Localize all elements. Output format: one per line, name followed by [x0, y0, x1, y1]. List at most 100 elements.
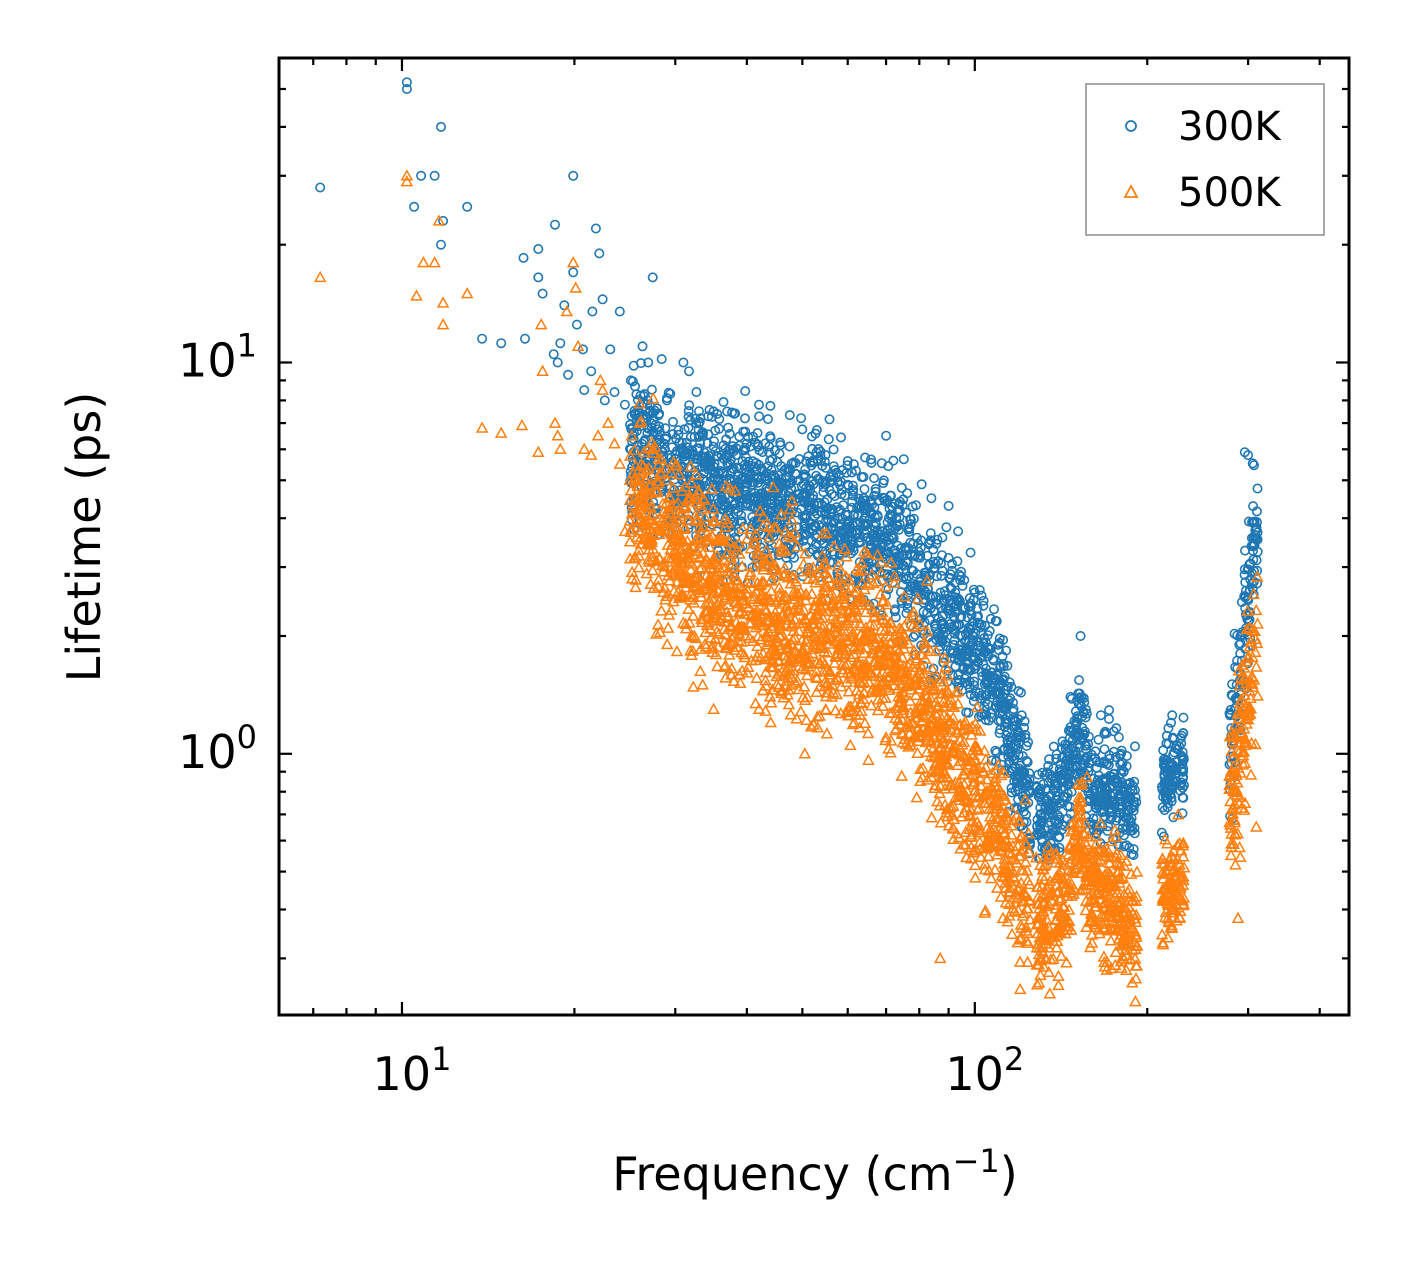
data-point-500k	[808, 630, 822, 642]
data-point-300k	[697, 451, 708, 462]
data-point-300k	[710, 467, 721, 478]
data-point-500k	[875, 555, 888, 567]
data-point-500k	[1090, 896, 1103, 908]
data-point-500k	[764, 574, 777, 586]
data-point-300k	[991, 747, 1002, 758]
data-point-500k	[1071, 797, 1085, 810]
data-point-500k	[681, 550, 694, 563]
data-point-300k	[793, 489, 804, 500]
data-point-300k	[1067, 753, 1078, 764]
data-point-500k	[643, 538, 656, 550]
data-point-300k	[981, 669, 992, 680]
data-point-500k	[854, 590, 867, 602]
data-point-300k	[667, 429, 678, 440]
data-point-300k	[462, 201, 473, 212]
data-point-500k	[955, 810, 968, 822]
data-point-300k	[765, 505, 776, 516]
data-point-500k	[916, 761, 930, 774]
data-point-500k	[656, 497, 670, 509]
data-point-300k	[416, 170, 427, 181]
data-point-500k	[829, 579, 842, 591]
data-point-300k	[959, 575, 970, 586]
data-point-300k	[1163, 775, 1174, 786]
data-point-500k	[1113, 876, 1126, 888]
data-point-500k	[1010, 809, 1023, 821]
data-point-500k	[1015, 829, 1028, 841]
data-point-300k	[1178, 752, 1189, 763]
data-point-500k	[684, 459, 697, 472]
data-point-500k	[678, 564, 691, 577]
data-point-500k	[1108, 823, 1122, 836]
data-point-500k	[800, 713, 813, 725]
data-point-500k	[816, 621, 829, 633]
data-point-500k	[643, 494, 656, 507]
data-point-300k	[983, 643, 994, 654]
data-point-500k	[912, 682, 925, 694]
data-point-300k	[1081, 704, 1092, 715]
data-point-500k	[759, 674, 772, 686]
data-point-500k	[1117, 887, 1131, 899]
data-point-500k	[747, 592, 760, 605]
data-point-300k	[401, 84, 412, 95]
data-point-500k	[1019, 855, 1032, 867]
data-point-500k	[906, 620, 919, 632]
data-point-300k	[968, 696, 979, 707]
data-point-500k	[785, 513, 799, 526]
data-point-500k	[720, 572, 734, 584]
data-point-500k	[1062, 903, 1076, 915]
data-point-500k	[1013, 955, 1027, 967]
data-point-500k	[986, 766, 999, 779]
data-point-500k	[1005, 847, 1018, 860]
data-point-500k	[1011, 892, 1024, 904]
data-point-300k	[1033, 769, 1044, 780]
data-point-500k	[967, 771, 981, 783]
data-point-500k	[836, 666, 849, 678]
data-point-500k	[944, 693, 958, 705]
data-point-500k	[1074, 791, 1087, 803]
data-point-500k	[979, 760, 993, 772]
data-point-500k	[923, 717, 937, 729]
data-point-300k	[934, 644, 945, 655]
data-point-500k	[692, 487, 706, 499]
data-point-500k	[734, 676, 747, 689]
data-point-300k	[823, 434, 834, 445]
data-point-500k	[968, 761, 981, 774]
data-point-300k	[628, 360, 639, 371]
data-point-500k	[1049, 898, 1063, 910]
data-point-500k	[844, 672, 858, 684]
data-point-500k	[940, 770, 954, 782]
data-point-500k	[943, 717, 957, 729]
data-point-300k	[828, 444, 839, 455]
data-point-300k	[1113, 841, 1124, 852]
data-point-500k	[988, 863, 1002, 875]
data-point-500k	[883, 649, 897, 661]
data-point-500k	[942, 685, 955, 697]
data-point-500k	[816, 611, 829, 623]
data-point-300k	[798, 471, 809, 482]
data-point-300k	[1032, 828, 1043, 839]
data-point-500k	[749, 697, 762, 709]
data-point-500k	[910, 791, 923, 803]
data-point-300k	[1002, 738, 1013, 749]
data-point-300k	[477, 333, 488, 344]
data-point-500k	[646, 392, 660, 404]
data-point-300k	[1251, 506, 1262, 517]
data-point-500k	[710, 625, 724, 637]
data-point-500k	[730, 574, 743, 586]
data-point-300k	[962, 648, 973, 659]
data-point-300k	[936, 616, 947, 627]
data-point-500k	[914, 648, 928, 660]
data-point-500k	[921, 683, 934, 695]
data-point-500k	[764, 652, 777, 664]
data-point-500k	[806, 646, 819, 659]
data-point-300k	[1013, 686, 1024, 697]
data-point-300k	[946, 583, 957, 594]
data-point-500k	[741, 666, 754, 678]
data-point-500k	[1035, 908, 1048, 920]
data-point-500k	[798, 647, 812, 659]
data-point-300k	[1099, 744, 1110, 755]
data-point-500k	[787, 589, 800, 602]
data-point-300k	[643, 357, 654, 368]
data-point-300k	[928, 663, 939, 674]
data-point-500k	[998, 826, 1011, 838]
